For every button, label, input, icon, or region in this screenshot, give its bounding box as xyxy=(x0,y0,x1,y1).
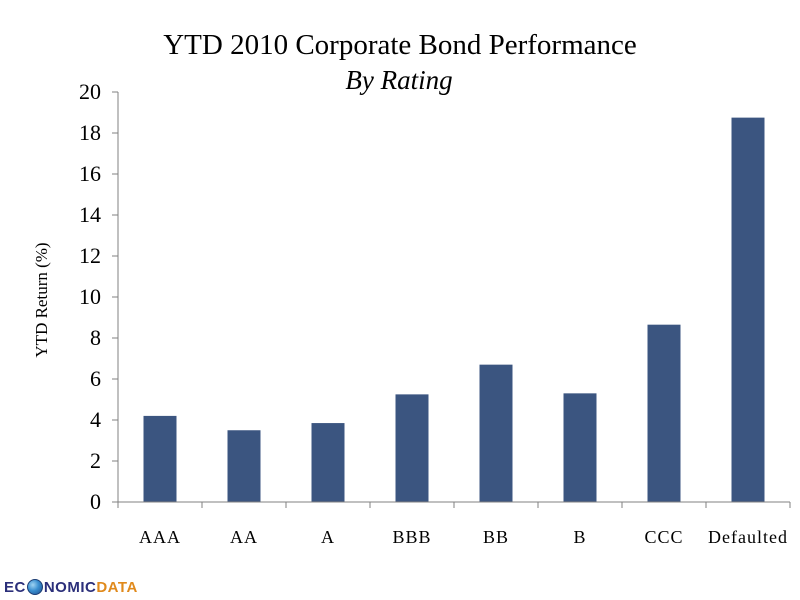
y-tick-label: 14 xyxy=(79,202,101,227)
chart-subtitle: By Rating xyxy=(345,65,452,95)
logo-text-ec: EC xyxy=(4,578,26,596)
x-tick-label: A xyxy=(321,527,335,547)
y-tick-label: 20 xyxy=(79,79,101,104)
logo-text-data: DATA xyxy=(96,578,138,596)
globe-icon xyxy=(26,579,43,595)
bar-bbb xyxy=(395,394,429,502)
x-tick-label: AA xyxy=(230,527,258,547)
bar-b xyxy=(563,393,597,502)
bar-aaa xyxy=(143,415,177,502)
x-tick-label: CCC xyxy=(644,527,683,547)
x-tick-label: B xyxy=(573,527,586,547)
y-axis-ticks: 0 2 4 6 8 10 12 14 16 18 20 xyxy=(79,79,118,514)
y-tick-label: 12 xyxy=(79,243,101,268)
y-tick-label: 6 xyxy=(90,366,101,391)
x-tick-label: AAA xyxy=(139,527,181,547)
x-axis-ticks: AAA AA A BBB BB B CCC Defaulted xyxy=(117,502,791,547)
bar-aa xyxy=(227,430,261,502)
chart-title: YTD 2010 Corporate Bond Performance xyxy=(163,29,637,61)
y-tick-label: 0 xyxy=(90,489,101,514)
bar-bb xyxy=(479,364,513,502)
y-tick-label: 18 xyxy=(79,120,101,145)
y-tick-label: 4 xyxy=(90,407,101,432)
economicdata-logo: EC NOMIC DATA xyxy=(4,574,138,600)
x-tick-label: BB xyxy=(483,527,509,547)
bar-defaulted xyxy=(731,117,765,502)
y-tick-label: 10 xyxy=(79,284,101,309)
y-tick-label: 16 xyxy=(79,161,101,186)
x-tick-label: Defaulted xyxy=(708,527,788,547)
x-tick-label: BBB xyxy=(392,527,431,547)
y-axis-label: YTD Return (%) xyxy=(32,242,51,357)
bars xyxy=(143,117,765,502)
y-tick-label: 8 xyxy=(90,325,101,350)
y-tick-label: 2 xyxy=(90,448,101,473)
bar-ccc xyxy=(647,324,681,502)
logo-text-nomic: NOMIC xyxy=(43,578,97,596)
bar-a xyxy=(311,423,345,502)
